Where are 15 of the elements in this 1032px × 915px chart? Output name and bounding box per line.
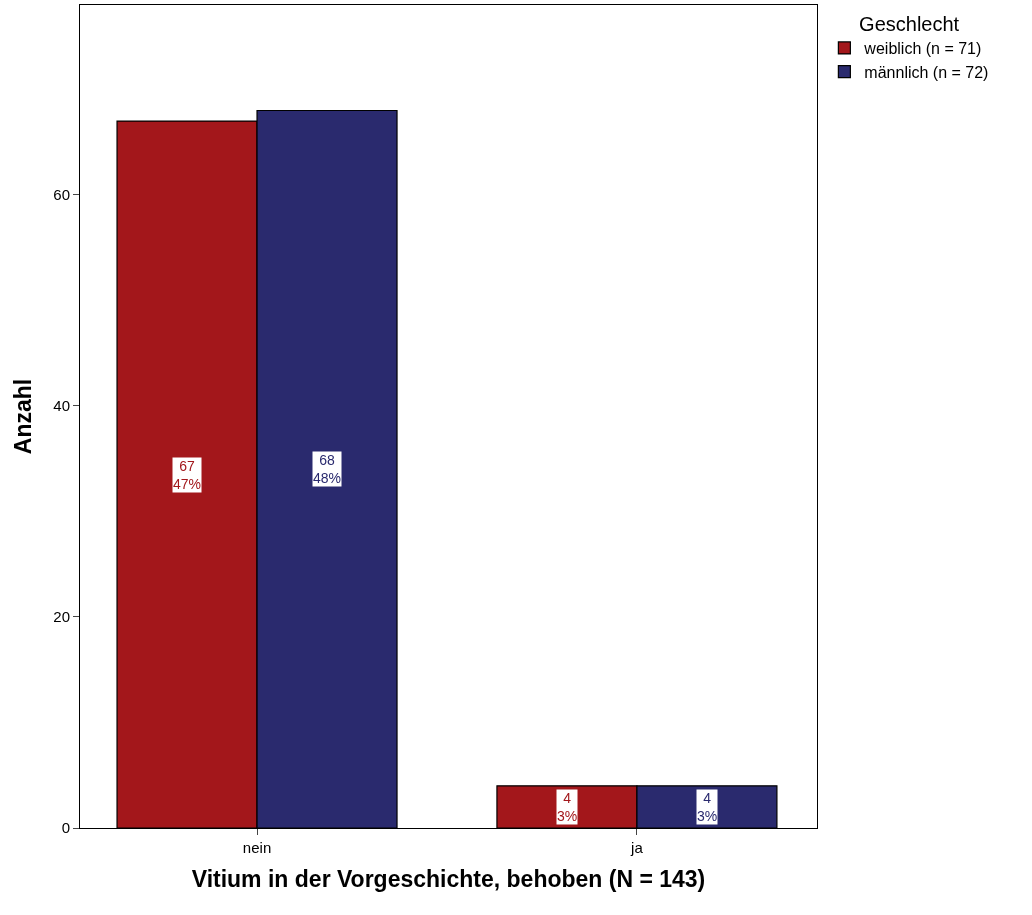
x-tick-label: ja — [630, 839, 644, 856]
y-tick-label: 20 — [53, 608, 70, 626]
x-tick-label: nein — [242, 839, 272, 856]
legend-label: weiblich (n = 71) — [863, 40, 982, 58]
legend-title: Geschlecht — [859, 13, 960, 35]
data-label: 68 48% — [313, 452, 342, 487]
y-tick-label: 40 — [53, 397, 70, 415]
y-tick-label: 60 — [53, 186, 70, 204]
y-tick-label: 0 — [61, 819, 70, 837]
legend-label: männlich (n = 72) — [864, 63, 989, 81]
data-label: 4 3% — [557, 790, 578, 825]
x-axis-title: Vitium in der Vorgeschichte, behoben (N = 143) — [191, 865, 706, 892]
data-label: 4 3% — [697, 790, 718, 825]
data-label: 67 47% — [173, 458, 202, 493]
y-axis-title: Anzahl — [9, 378, 36, 455]
